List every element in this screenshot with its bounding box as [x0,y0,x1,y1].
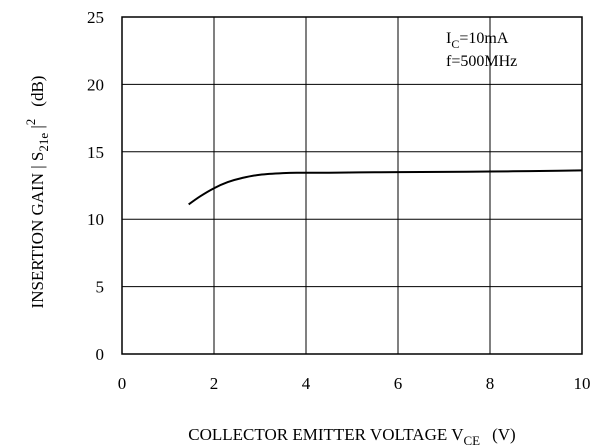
y-tick-label: 5 [96,278,105,297]
y-tick-label: 25 [87,8,104,27]
y-axis-label-mid: | [28,125,47,133]
x-tick-label: 6 [394,374,403,393]
y-axis-label-pre: INSERTION GAIN | S [28,152,47,309]
y-axis-label-unit: (dB) [28,76,47,107]
x-tick-label: 2 [210,374,219,393]
x-tick-labels: 0 2 4 6 8 10 [118,374,591,393]
x-tick-label: 4 [302,374,311,393]
series-line [188,169,583,206]
y-tick-label: 15 [87,143,104,162]
y-axis-label: INSERTION GAIN | S21e |2 (dB) [23,76,51,309]
annotation-current-sub: C [451,37,459,51]
annotation-current-main: I [446,30,451,47]
series-group [188,169,583,206]
x-tick-label: 10 [574,374,591,393]
y-tick-labels: 0 5 10 15 20 25 [87,8,104,364]
x-tick-label: 0 [118,374,127,393]
x-axis-label: COLLECTOR EMITTER VOLTAGE VCE (V) [188,425,515,448]
x-tick-label: 8 [486,374,495,393]
x-axis-label-main: COLLECTOR EMITTER VOLTAGE V [188,425,464,444]
y-axis-label-sup: 2 [23,119,38,126]
x-axis-label-sub: CE [463,433,480,448]
annotation-current: IC=10mA [446,30,509,51]
y-tick-label: 20 [87,75,104,94]
y-axis-label-sub: 21e [36,133,51,152]
annotation-current-rest: =10mA [459,30,508,47]
annotation-frequency: f=500MHz [446,53,517,70]
y-tick-label: 0 [96,345,105,364]
x-axis-label-unit: (V) [492,425,516,444]
y-tick-label: 10 [87,210,104,229]
plot-frame [121,16,583,355]
grid [122,17,582,354]
